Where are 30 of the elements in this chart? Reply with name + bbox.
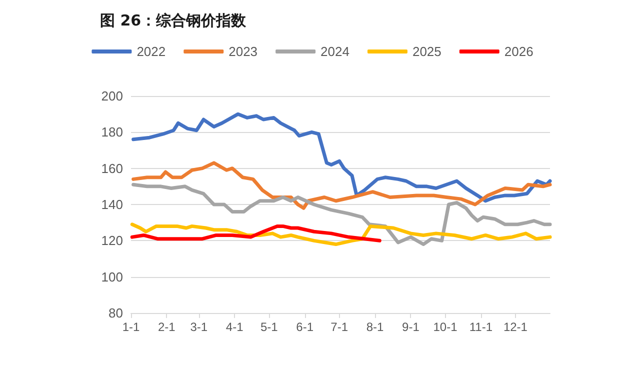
legend-label: 2022 xyxy=(136,44,166,59)
x-tick-label: 6-1 xyxy=(296,320,314,334)
legend-label: 2024 xyxy=(320,44,350,59)
x-tick-label: 3-1 xyxy=(190,320,208,334)
line-series xyxy=(132,112,552,203)
legend-label: 2025 xyxy=(412,44,442,59)
y-tick-label: 160 xyxy=(101,160,123,176)
x-tick-label: 8-1 xyxy=(366,320,384,334)
x-tick-label: 9-1 xyxy=(402,320,420,334)
y-tick-label: 140 xyxy=(101,197,123,212)
x-tick-label: 10-1 xyxy=(433,320,458,334)
line-series xyxy=(132,182,552,246)
line-series xyxy=(130,222,552,246)
x-tick-label: 5-1 xyxy=(260,320,278,334)
y-tick-label: 120 xyxy=(101,233,123,248)
line-series xyxy=(130,224,382,242)
x-tick-label: 12-1 xyxy=(503,320,528,334)
y-tick-label: 100 xyxy=(101,269,123,284)
y-tick-label: 180 xyxy=(101,124,123,140)
x-tick-label: 1-1 xyxy=(122,320,140,334)
x-tick-label: 7-1 xyxy=(330,320,348,334)
x-tick-label: 2-1 xyxy=(158,320,176,334)
line-series xyxy=(132,161,552,210)
y-tick-label: 200 xyxy=(101,88,123,104)
chart-title: 图 26：综合钢价指数 xyxy=(100,12,248,30)
x-tick-label: 11-1 xyxy=(469,320,493,334)
legend-label: 2026 xyxy=(504,44,534,59)
y-tick-label: 80 xyxy=(108,306,123,320)
x-tick-label: 4-1 xyxy=(226,320,244,334)
legend-label: 2023 xyxy=(228,44,258,59)
